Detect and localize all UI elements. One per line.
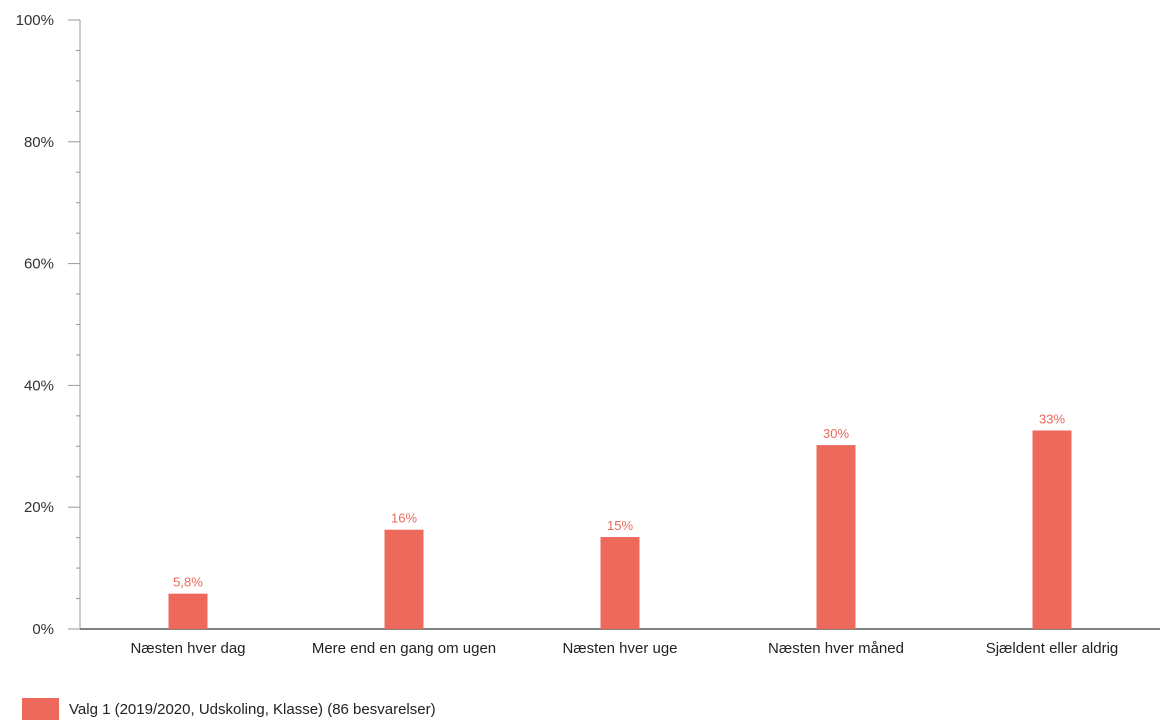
legend: Valg 1 (2019/2020, Udskoling, Klasse) (8…	[22, 697, 436, 721]
data-label: 15%	[607, 518, 633, 533]
category-label: Mere end en gang om ugen	[312, 640, 496, 657]
bars	[168, 430, 1072, 629]
y-tick-label: 0%	[32, 621, 54, 638]
data-label: 16%	[391, 511, 417, 526]
y-tick-label: 40%	[24, 377, 54, 394]
category-label: Næsten hver måned	[768, 640, 904, 657]
axes: 0% 20% 40% 60% 80% 100%	[16, 12, 1160, 638]
category-label: Næsten hver dag	[130, 640, 245, 657]
bar-chart: 0% 20% 40% 60% 80% 100% 5,8% Næsten hver dag 16…	[16, 12, 1160, 657]
bar	[600, 537, 640, 629]
data-label: 30%	[823, 426, 849, 441]
legend-label: Valg 1 (2019/2020, Udskoling, Klasse) (8…	[69, 700, 436, 718]
y-tick-label: 60%	[24, 256, 54, 273]
legend-swatch	[22, 698, 59, 720]
category-label: Næsten hver uge	[562, 640, 677, 657]
bar	[384, 529, 424, 629]
category-label: Sjældent eller aldrig	[986, 640, 1119, 657]
data-label: 5,8%	[173, 575, 203, 590]
y-tick-label: 100%	[16, 12, 54, 29]
bar	[816, 445, 856, 629]
y-tick-label: 80%	[24, 134, 54, 151]
bar	[1032, 430, 1072, 629]
y-tick-label: 20%	[24, 499, 54, 516]
data-label: 33%	[1039, 411, 1065, 426]
labels: 5,8% Næsten hver dag 16% Mere end en gang o…	[130, 411, 1118, 657]
bar	[168, 593, 208, 629]
